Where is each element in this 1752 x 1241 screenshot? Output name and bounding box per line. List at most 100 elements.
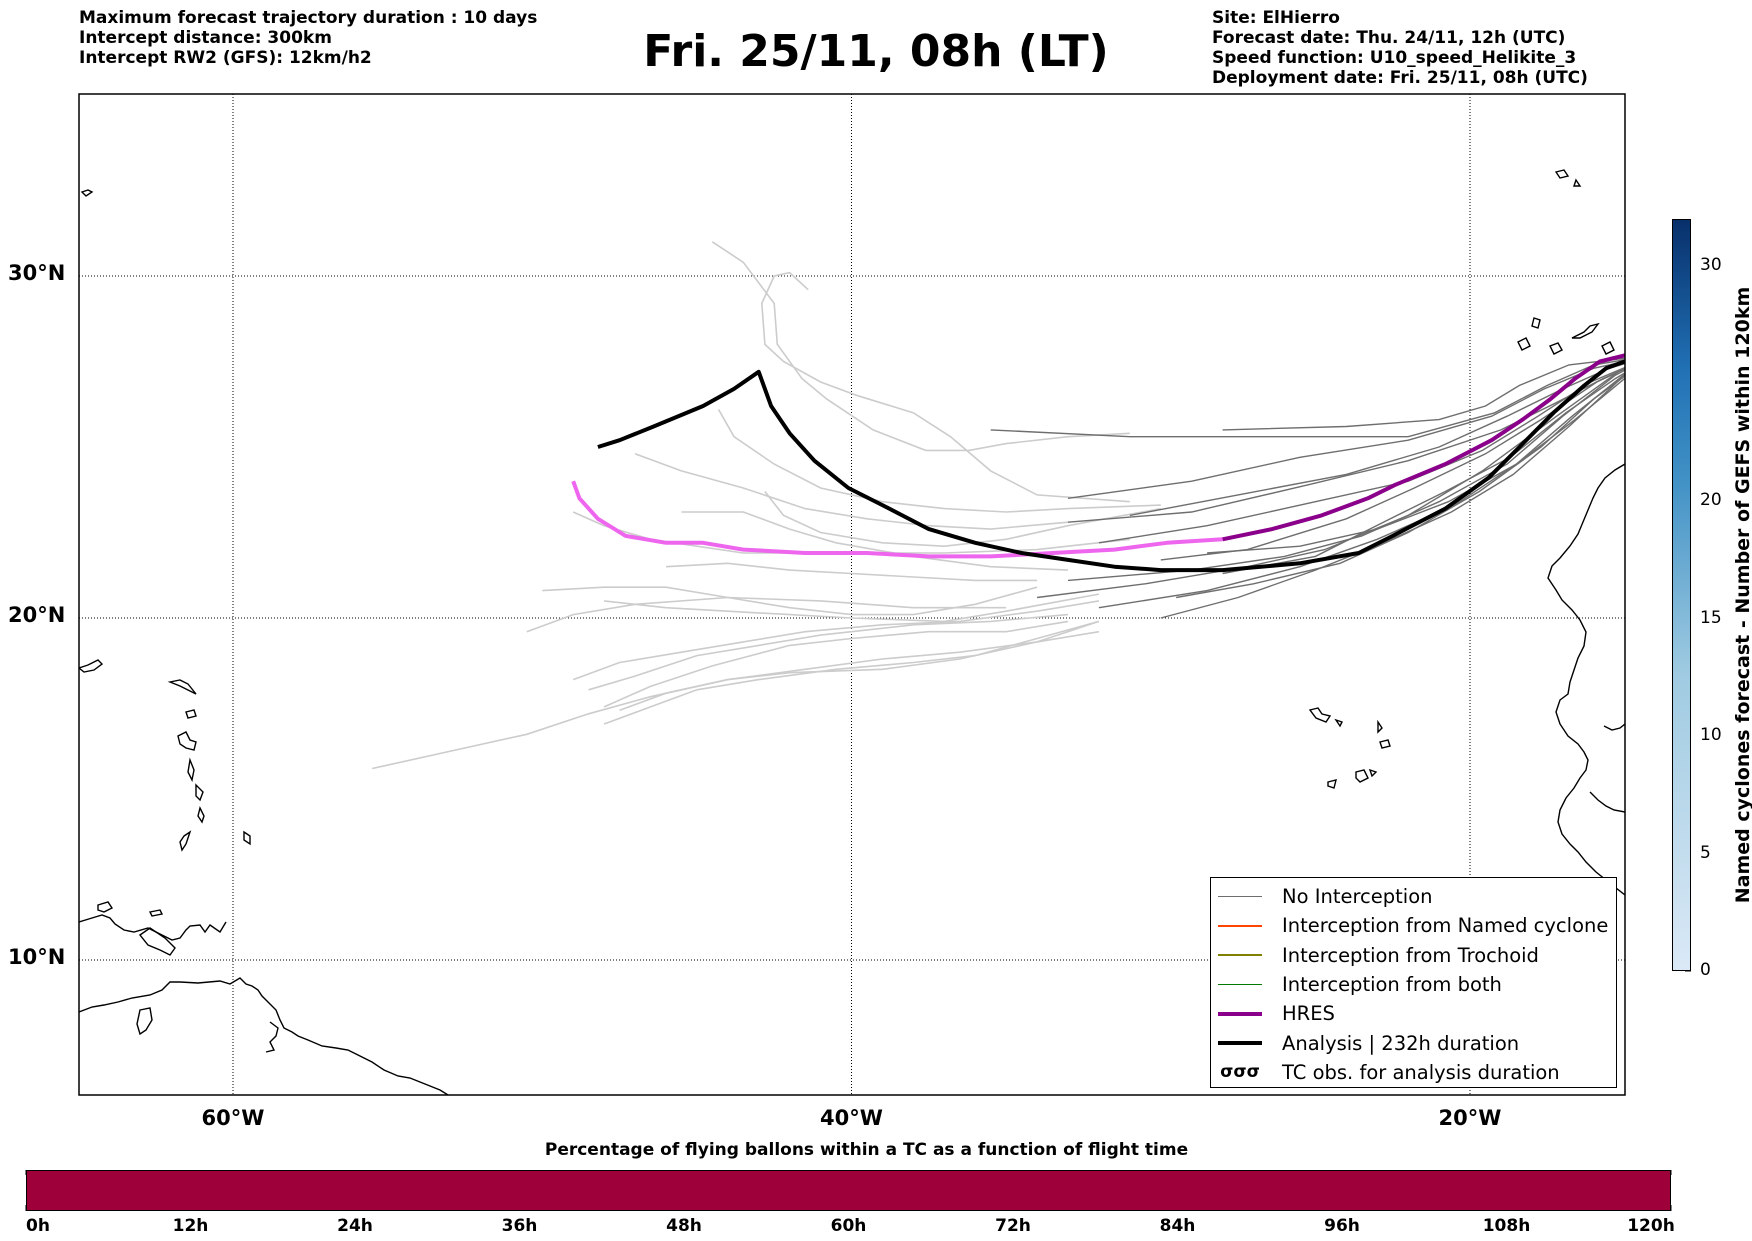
faded-member-track — [764, 491, 1161, 548]
island-fuerteventura — [1571, 322, 1600, 339]
island-antilles-north — [167, 679, 197, 695]
island-madeira — [1554, 169, 1570, 179]
legend-item: Analysis | 232h duration — [1211, 1028, 1616, 1057]
gefs-member-track — [1160, 368, 1625, 561]
island-cape-verde-6 — [1355, 769, 1369, 783]
progress-bar-tick-label: 12h — [172, 1216, 209, 1236]
faded-member-track — [665, 562, 1038, 582]
progress-bar-tick-label: 24h — [337, 1216, 373, 1236]
site-text: Site: ElHierro — [1212, 8, 1340, 28]
progress-bar-tick-label: 120h — [1627, 1216, 1675, 1236]
lat-label: 20°N — [8, 603, 66, 627]
legend-swatch — [1218, 983, 1262, 986]
colorbar-label: Named cyclones forecast - Number of GEFS… — [1732, 286, 1752, 904]
island-cape-verde-2 — [1334, 718, 1343, 728]
legend: No Interception Interception from Named c… — [1210, 877, 1617, 1088]
hres-track-early — [571, 480, 1223, 559]
island-trinidad — [136, 1007, 153, 1036]
progress-bar-tick-label: 0h — [26, 1216, 50, 1236]
island-grenadines — [179, 830, 192, 852]
legend-swatch — [1218, 925, 1262, 927]
colorbar-tick-label: 0 — [1700, 960, 1711, 980]
analysis-track — [597, 359, 1625, 573]
legend-label: HRES — [1282, 1002, 1335, 1026]
max-duration-text: Maximum forecast trajectory duration : 1… — [79, 8, 538, 28]
legend-item: σσσ TC obs. for analysis duration — [1211, 1058, 1616, 1087]
island-antigua — [185, 709, 197, 719]
coastline-trinidad — [265, 1021, 279, 1053]
island-barbados — [243, 830, 251, 846]
progress-bar-tick-label: 48h — [666, 1216, 702, 1236]
coastline-africa-sierra — [1589, 791, 1625, 813]
legend-label: Interception from Trochoid — [1282, 943, 1539, 967]
gefs-member-track — [990, 359, 1625, 438]
island-martinique — [195, 783, 204, 802]
legend-swatch — [1218, 1011, 1262, 1016]
speed-function-text: Speed function: U10_speed_Helikite_3 — [1212, 48, 1577, 68]
gefs-member-track — [1222, 372, 1625, 575]
legend-label: Analysis | 232h duration — [1282, 1031, 1520, 1055]
legend-label: TC obs. for analysis duration — [1282, 1060, 1560, 1084]
faded-member-track — [711, 241, 1130, 452]
colorbar-tick-label: 15 — [1700, 607, 1722, 628]
lat-label: 30°N — [8, 261, 66, 285]
island-lanzarote — [1601, 341, 1615, 355]
lon-label: 60°W — [201, 1106, 265, 1130]
intercept-distance-text: Intercept distance: 300km — [79, 28, 332, 48]
gefs-member-track — [1037, 367, 1625, 599]
lon-label: 40°W — [820, 1106, 883, 1130]
island-porto-santo — [1573, 178, 1582, 187]
page-title: Fri. 25/11, 08h (LT) — [643, 26, 1109, 77]
faded-member-track — [760, 271, 1130, 503]
faded-member-track — [572, 511, 1130, 554]
faded-member-track — [603, 620, 1100, 725]
faded-member-track — [681, 511, 1069, 571]
progress-bar-tick-label: 96h — [1324, 1216, 1360, 1236]
legend-item: No Interception — [1211, 882, 1616, 911]
faded-member-track — [588, 613, 1069, 691]
colorbar-tick-label: 10 — [1700, 725, 1722, 745]
island-cape-verde-5 — [1327, 779, 1337, 789]
lat-label: 10°N — [8, 945, 66, 969]
island-guadeloupe — [177, 731, 197, 751]
header-left-info: Maximum forecast trajectory duration : 1… — [79, 8, 537, 68]
hres-track — [1222, 353, 1625, 542]
coastline-west-africa — [1547, 463, 1625, 896]
island-aruba — [148, 909, 164, 917]
island-virgin — [79, 659, 104, 673]
legend-swatch — [1218, 895, 1262, 898]
legend-item: Interception from both — [1211, 970, 1616, 999]
lon-label: 20°W — [1438, 1106, 1502, 1130]
colorbar-tick-label: 5 — [1700, 842, 1711, 863]
faded-member-track — [372, 620, 1100, 770]
island-cape-verde-1 — [1308, 707, 1332, 723]
gefs-member-track — [1222, 357, 1625, 431]
faded-member-track — [634, 453, 1069, 530]
tc-percentage-bar — [26, 1170, 1671, 1211]
header-right-info: Site: ElHierro Forecast date: Thu. 24/11… — [1212, 8, 1588, 88]
island-cape-verde-7 — [1368, 768, 1378, 778]
coastline-caribbean — [79, 977, 449, 1095]
island-cape-verde-3 — [1377, 719, 1383, 734]
progress-bar-tick-label: 84h — [1159, 1216, 1196, 1236]
island-dominica — [187, 757, 195, 783]
colorbar-tick-label: 20 — [1700, 490, 1722, 510]
intercept-rw2-text: Intercept RW2 (GFS): 12km/h2 — [79, 48, 372, 68]
progress-bar-tick-label: 60h — [830, 1216, 867, 1236]
island-la-palma — [1531, 317, 1541, 329]
forecast-date-text: Forecast date: Thu. 24/11, 12h (UTC) — [1212, 28, 1566, 48]
coastline-africa-bissau — [1603, 723, 1625, 731]
island-bermuda — [80, 189, 94, 197]
legend-label: No Interception — [1282, 885, 1433, 909]
trajectories — [372, 241, 1625, 770]
coastline-venezuela-north — [79, 914, 227, 941]
legend-item: HRES — [1211, 999, 1616, 1028]
faded-member-track — [604, 593, 1100, 623]
coastlines — [79, 169, 1625, 1095]
colorbar-tick-label: 30 — [1700, 255, 1722, 275]
faded-member-track — [542, 586, 1038, 616]
colorbar — [1672, 219, 1691, 971]
progress-bar-tick-label: 108h — [1482, 1216, 1531, 1236]
faded-member-track — [717, 409, 1161, 513]
map-frame — [78, 93, 1626, 1096]
